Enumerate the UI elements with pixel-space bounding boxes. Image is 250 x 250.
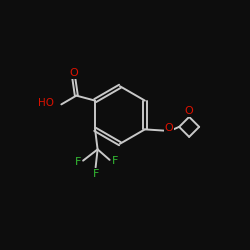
Text: O: O: [70, 68, 78, 78]
Text: O: O: [185, 106, 194, 116]
Text: O: O: [164, 122, 173, 132]
Text: F: F: [92, 168, 99, 178]
Text: F: F: [74, 157, 81, 167]
Text: HO: HO: [38, 98, 54, 108]
Text: F: F: [112, 156, 118, 166]
